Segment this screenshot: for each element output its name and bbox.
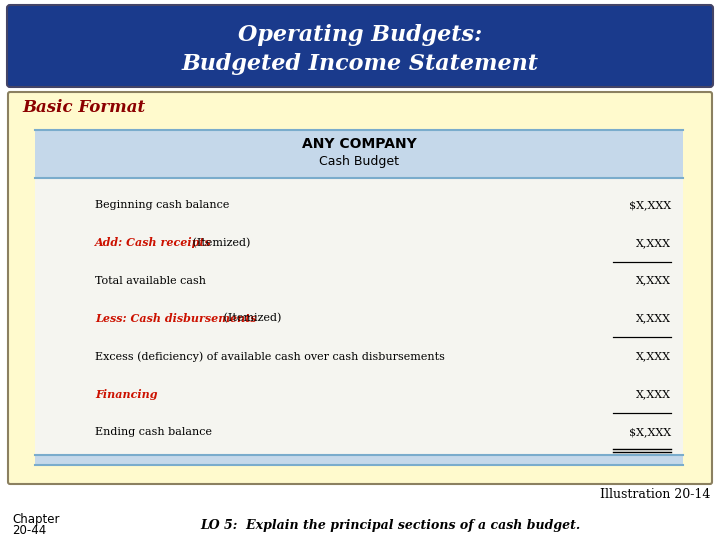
Text: Chapter: Chapter [12, 514, 60, 526]
Text: Illustration 20-14: Illustration 20-14 [600, 488, 710, 501]
Text: $X,XXX: $X,XXX [629, 427, 671, 437]
Bar [35, 130, 683, 178]
Text: Budgeted Income Statement: Budgeted Income Statement [181, 53, 539, 75]
Text: Beginning cash balance: Beginning cash balance [95, 200, 230, 210]
Text: Total available cash: Total available cash [95, 275, 206, 286]
Text: Financing: Financing [95, 389, 158, 400]
Text: (Itemized): (Itemized) [220, 313, 282, 323]
Text: Ending cash balance: Ending cash balance [95, 427, 212, 437]
Text: X,XXX: X,XXX [636, 352, 671, 361]
Text: ANY COMPANY: ANY COMPANY [302, 137, 416, 151]
Text: Basic Format: Basic Format [22, 99, 145, 117]
Bar [35, 455, 683, 465]
FancyBboxPatch shape [8, 92, 712, 484]
Text: Operating Budgets:: Operating Budgets: [238, 24, 482, 46]
Text: LO 5:  Explain the principal sections of a cash budget.: LO 5: Explain the principal sections of … [200, 518, 580, 531]
Text: 20-44: 20-44 [12, 523, 46, 537]
Text: $X,XXX: $X,XXX [629, 200, 671, 210]
Text: Add: Cash receipts: Add: Cash receipts [95, 237, 212, 248]
Text: Less: Cash disbursements: Less: Cash disbursements [95, 313, 256, 324]
Text: X,XXX: X,XXX [636, 238, 671, 248]
Bar [35, 130, 683, 465]
Text: X,XXX: X,XXX [636, 314, 671, 323]
FancyBboxPatch shape [7, 5, 713, 87]
Text: (Itemized): (Itemized) [189, 238, 250, 248]
Text: X,XXX: X,XXX [636, 389, 671, 399]
Text: X,XXX: X,XXX [636, 275, 671, 286]
Text: Excess (deficiency) of available cash over cash disbursements: Excess (deficiency) of available cash ov… [95, 351, 445, 362]
Text: Cash Budget: Cash Budget [319, 156, 399, 168]
